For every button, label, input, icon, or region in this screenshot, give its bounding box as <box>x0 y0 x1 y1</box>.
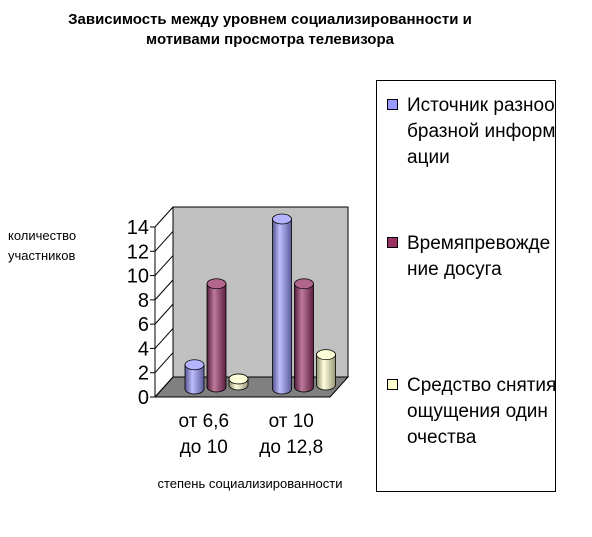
y-tick-depth <box>154 255 174 276</box>
bar <box>228 373 249 391</box>
legend-label: Средство снятия ощущения одиночества <box>407 375 557 448</box>
x-tick-label: от 6,6 <box>178 411 229 432</box>
y-tick-label: 8 <box>138 290 149 312</box>
y-tick-depth <box>154 352 174 374</box>
y-tick-label: 12 <box>127 241 149 263</box>
y-tick-label: 6 <box>138 314 149 336</box>
bar <box>206 278 227 393</box>
y-tick-depth <box>154 376 174 398</box>
y-tick-depth <box>154 328 174 349</box>
chart-title: Зависимость между уровнем социализирован… <box>68 11 472 48</box>
legend-swatch <box>387 99 398 110</box>
legend-label: Времяпревождение досуга <box>407 233 551 280</box>
legend-swatch <box>387 379 398 390</box>
x-tick-label: до 10 <box>180 437 228 458</box>
x-tick-label: до 12,8 <box>259 437 323 458</box>
legend-label: Источник разнообразной информации <box>407 95 556 168</box>
y-tick-depth <box>154 230 174 252</box>
y-tick-depth <box>154 303 174 325</box>
y-tick-depth <box>154 279 174 301</box>
y-tick-label: 10 <box>127 266 149 288</box>
y-tick-label: 2 <box>138 363 149 385</box>
bar <box>272 213 292 395</box>
y-tick-label: 4 <box>138 338 149 360</box>
x-tick-label: от 10 <box>269 411 314 432</box>
y-tick-label: 0 <box>138 387 149 409</box>
x-axis-title: степень социализированности <box>157 476 343 491</box>
legend-swatch <box>387 237 398 248</box>
bar <box>184 359 205 395</box>
legend: Источник разнообразной информации Времяпр… <box>376 80 556 492</box>
y-tick-label: 14 <box>127 217 149 239</box>
bar <box>294 278 314 393</box>
y-tick-depth <box>154 206 174 228</box>
bar <box>316 349 336 391</box>
y-axis-title: количество участников <box>8 228 77 263</box>
